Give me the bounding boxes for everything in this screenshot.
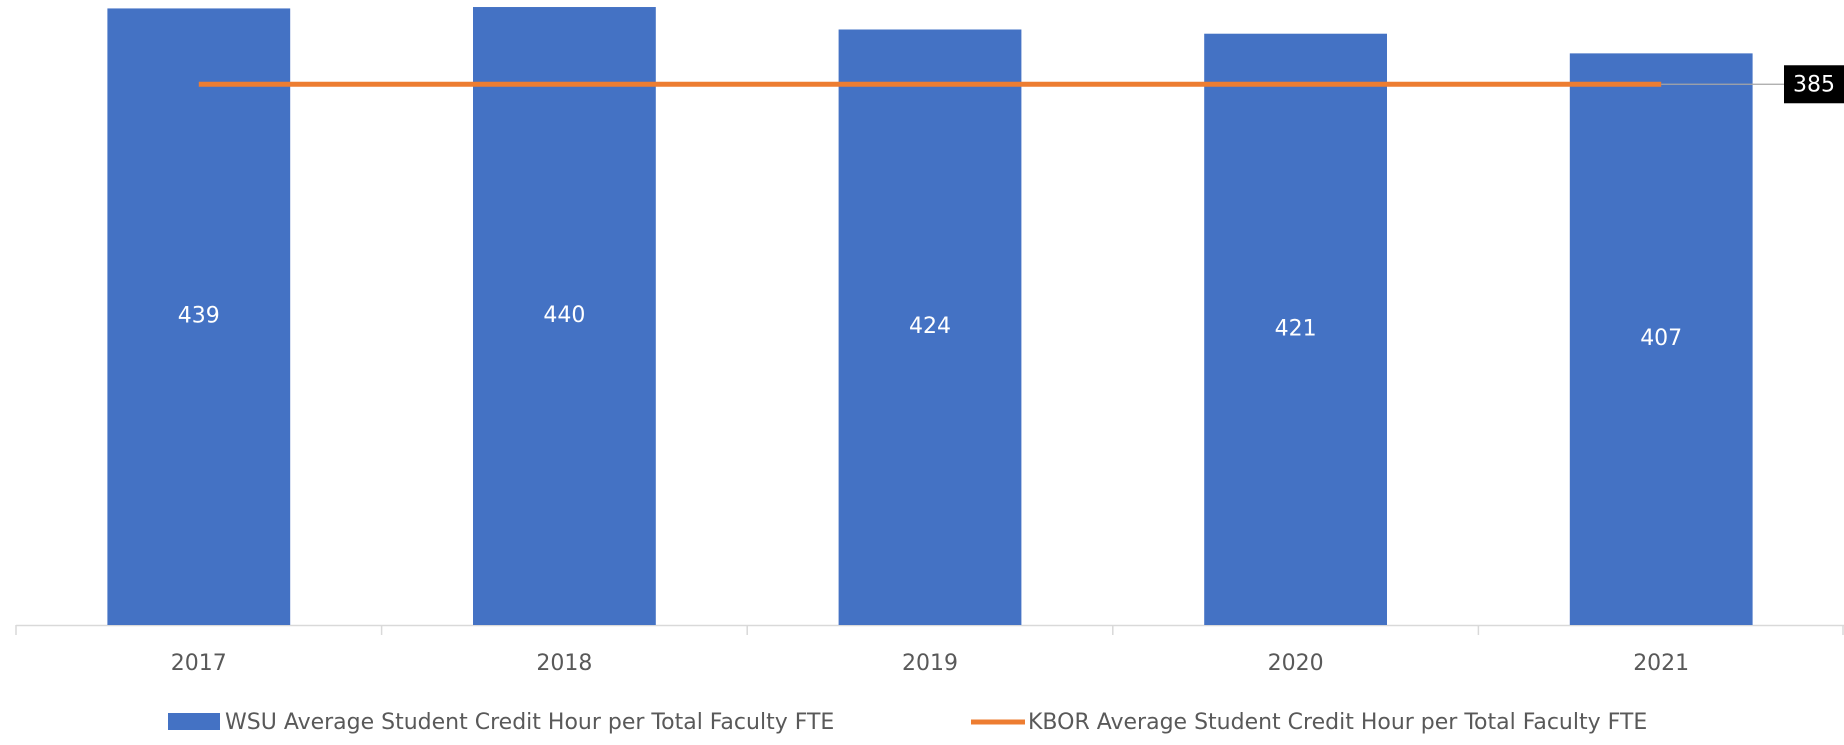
- bar: [1569, 53, 1753, 625]
- bar-value-label: 407: [1640, 326, 1682, 351]
- bar: [107, 8, 291, 626]
- bar: [838, 29, 1022, 625]
- legend-swatch: [168, 713, 220, 730]
- bar: [1204, 33, 1387, 625]
- x-tick-label: 2017: [171, 651, 227, 676]
- x-tick-label: 2018: [536, 651, 592, 676]
- x-tick-label: 2020: [1268, 651, 1324, 676]
- legend-label: KBOR Average Student Credit Hour per Tot…: [1028, 710, 1647, 735]
- line-value-label: 385: [1793, 72, 1835, 97]
- bar: [473, 7, 656, 626]
- x-tick-label: 2021: [1633, 651, 1689, 676]
- legend-label: WSU Average Student Credit Hour per Tota…: [225, 710, 834, 735]
- bar-value-label: 439: [178, 304, 220, 329]
- bar-value-label: 421: [1275, 316, 1317, 341]
- x-tick-label: 2019: [902, 651, 958, 676]
- bar-value-label: 440: [543, 303, 585, 328]
- bar-value-label: 424: [909, 314, 951, 339]
- data-label-box: [1784, 65, 1844, 104]
